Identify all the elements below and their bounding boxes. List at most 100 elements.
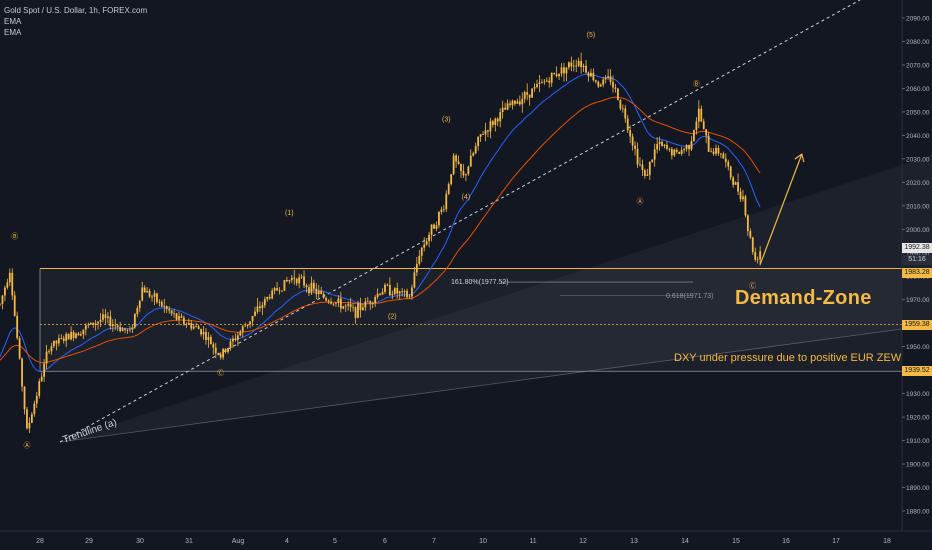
candle-body xyxy=(749,230,752,238)
candle-body xyxy=(474,146,477,154)
candle-body xyxy=(72,332,75,338)
candle-body xyxy=(352,306,354,308)
candle-body xyxy=(575,65,578,67)
demand-zone-label: Demand-Zone xyxy=(735,287,872,309)
candle-body xyxy=(48,351,50,353)
candle-body xyxy=(636,148,639,165)
candle-body xyxy=(369,301,372,304)
candle-body xyxy=(129,329,131,331)
candle-body xyxy=(673,149,676,156)
time-tick-label: 10 xyxy=(479,538,487,545)
candle-body xyxy=(50,346,53,352)
candle-body xyxy=(259,306,261,309)
candle-body xyxy=(683,149,686,151)
time-tick-label: 4 xyxy=(285,538,289,545)
candle-body xyxy=(467,166,470,175)
candle-body xyxy=(320,290,323,294)
candle-body xyxy=(317,290,320,295)
candle-body xyxy=(332,303,335,305)
candle-body xyxy=(516,101,519,104)
candle-body xyxy=(438,211,440,226)
candle-body xyxy=(185,323,188,325)
candle-body xyxy=(732,177,735,185)
candle-body xyxy=(423,244,426,248)
candle-body xyxy=(45,351,48,364)
candle-body xyxy=(744,196,747,216)
wave-label: (4) xyxy=(462,194,471,201)
candle-body xyxy=(499,112,502,122)
candle-body xyxy=(288,280,291,282)
candle-body xyxy=(379,293,381,295)
candle-body xyxy=(597,81,600,87)
price-tick-label: 1950.00 xyxy=(906,344,930,351)
candle-body xyxy=(756,259,759,261)
time-tick-label: 18 xyxy=(883,538,891,545)
candle-body xyxy=(670,148,673,156)
candle-body xyxy=(592,72,595,81)
candle-body xyxy=(146,290,149,293)
candle-body xyxy=(697,108,700,122)
candle-body xyxy=(722,153,725,159)
candle-body xyxy=(13,295,16,316)
candle-body xyxy=(23,386,26,410)
candle-body xyxy=(310,282,313,294)
candle-body xyxy=(641,164,644,171)
price-tick-label: 2080.00 xyxy=(906,39,930,46)
candle-body xyxy=(160,301,163,307)
candle-body xyxy=(700,108,703,122)
candle-body xyxy=(21,358,23,387)
candle-body xyxy=(371,302,374,304)
time-tick-label: 16 xyxy=(782,538,790,545)
time-axis[interactable]: 28 29 30 31 Aug 4 5 6 7 10 11 12 13 14 15 16 17 18 xyxy=(0,530,932,545)
candle-body xyxy=(737,182,739,192)
candle-body xyxy=(521,98,524,105)
wave-label: Ⓐ xyxy=(23,442,30,450)
candle-body xyxy=(53,340,55,347)
candle-body xyxy=(209,336,212,345)
candle-body xyxy=(376,293,379,297)
candle-body xyxy=(727,161,730,167)
candle-body xyxy=(555,74,558,77)
candle-body xyxy=(386,284,389,286)
candle-body xyxy=(411,287,413,297)
time-tick-label: 15 xyxy=(732,538,740,545)
candle-body xyxy=(65,333,68,341)
candle-body xyxy=(0,303,1,305)
candle-body xyxy=(523,92,526,99)
candle-body xyxy=(106,316,109,318)
candle-body xyxy=(538,82,541,85)
last-price-label: 1992.38 xyxy=(902,243,932,253)
candle-body xyxy=(599,84,602,87)
ema-indicator-1[interactable]: EMA xyxy=(4,17,22,26)
candle-body xyxy=(141,287,144,301)
symbol-title[interactable]: Gold Spot / U.S. Dollar, 1h, FOREX.com xyxy=(4,6,148,15)
candle-body xyxy=(308,287,310,294)
candle-body xyxy=(464,174,467,176)
candle-body xyxy=(543,81,546,83)
price-tick-label: 2050.00 xyxy=(906,109,930,116)
candle-body xyxy=(116,325,119,327)
candle-body xyxy=(249,321,252,325)
candle-body xyxy=(388,285,391,296)
candle-body xyxy=(526,92,529,95)
time-tick-label: 5 xyxy=(333,538,337,545)
candle-body xyxy=(295,278,298,284)
candle-body xyxy=(124,328,126,330)
candle-body xyxy=(661,141,663,147)
candle-body xyxy=(60,338,63,340)
trendline-layer xyxy=(59,0,932,443)
candle-body xyxy=(710,151,712,153)
candle-body xyxy=(190,323,193,329)
price-tick-label: 2000.00 xyxy=(906,227,930,234)
ema-indicator-2[interactable]: EMA xyxy=(4,28,22,37)
candle-body xyxy=(489,121,492,132)
candle-body xyxy=(153,293,156,297)
wave-label: (3) xyxy=(442,116,451,123)
zone-top-price-label: 1983.28 xyxy=(902,268,932,278)
candle-body xyxy=(580,60,583,67)
candle-body xyxy=(658,141,661,145)
candle-body xyxy=(558,73,560,77)
candle-body xyxy=(67,333,70,340)
projection-arrow xyxy=(759,153,803,265)
